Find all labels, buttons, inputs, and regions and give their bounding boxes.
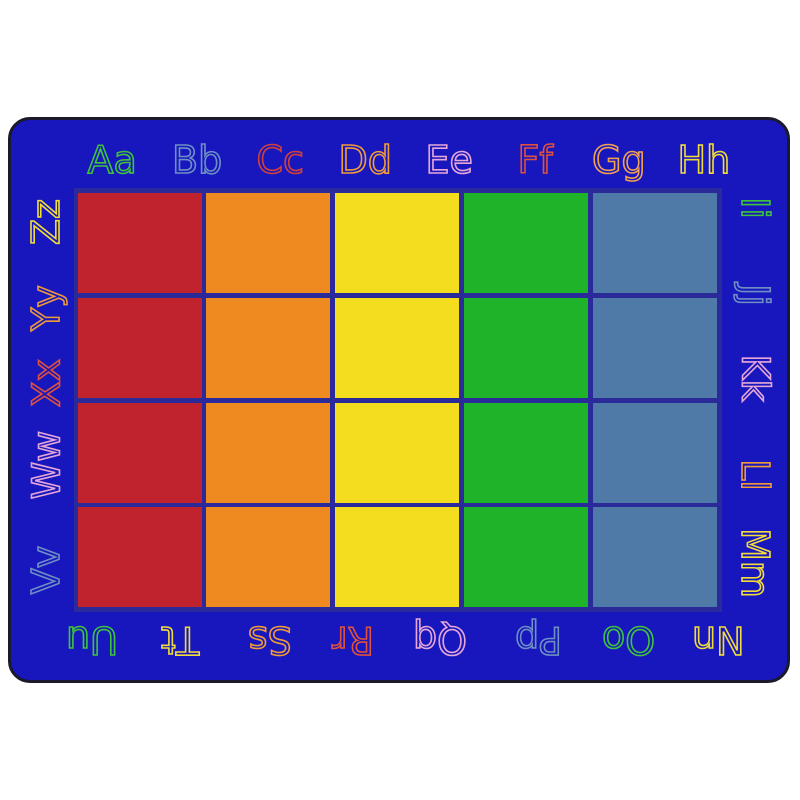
rug-square <box>206 507 330 607</box>
rug-square <box>78 403 202 503</box>
letter-t: Tt <box>160 617 200 663</box>
letter-z: Zz <box>23 198 69 246</box>
rug-square <box>335 298 459 398</box>
letter-h: Hh <box>677 138 731 182</box>
letter-l: Ll <box>732 458 778 491</box>
rug-square <box>78 298 202 398</box>
rug-square <box>464 193 588 293</box>
letter-u: Uu <box>65 617 119 663</box>
rug-square <box>335 193 459 293</box>
letter-n: Nn <box>691 617 745 663</box>
rug-square <box>335 403 459 503</box>
rug-square <box>335 507 459 607</box>
letter-e: Ee <box>425 138 474 182</box>
letter-v: Vv <box>23 545 69 595</box>
letter-w: Ww <box>23 430 69 500</box>
letter-s: Ss <box>247 617 293 663</box>
letter-g: Gg <box>591 138 646 182</box>
color-grid <box>74 188 722 612</box>
letter-r: Rr <box>331 617 375 663</box>
letter-m: Mm <box>732 527 778 598</box>
rug-square <box>206 193 330 293</box>
letter-k: Kk <box>732 354 778 403</box>
rug-square <box>464 403 588 503</box>
letter-j: Jj <box>732 283 778 306</box>
letter-b: Bb <box>171 138 223 182</box>
rug-square <box>464 507 588 607</box>
rug-square <box>593 507 717 607</box>
letter-c: Cc <box>256 138 305 182</box>
rug-square <box>593 403 717 503</box>
letter-i: Ii <box>732 196 778 219</box>
letter-x: Xx <box>23 358 69 408</box>
rug-square <box>593 193 717 293</box>
letter-q: Qq <box>412 617 468 663</box>
letter-o: Oo <box>601 617 656 663</box>
letter-p: Pp <box>514 617 563 663</box>
rug-square <box>593 298 717 398</box>
letter-f: Ff <box>517 138 554 182</box>
rug-square <box>78 193 202 293</box>
letter-a: Aa <box>87 138 138 182</box>
rug-square <box>78 507 202 607</box>
letter-d: Dd <box>338 138 393 182</box>
rug-square <box>206 403 330 503</box>
rug-square <box>206 298 330 398</box>
rug-square <box>464 298 588 398</box>
letter-y: Yy <box>23 284 69 331</box>
